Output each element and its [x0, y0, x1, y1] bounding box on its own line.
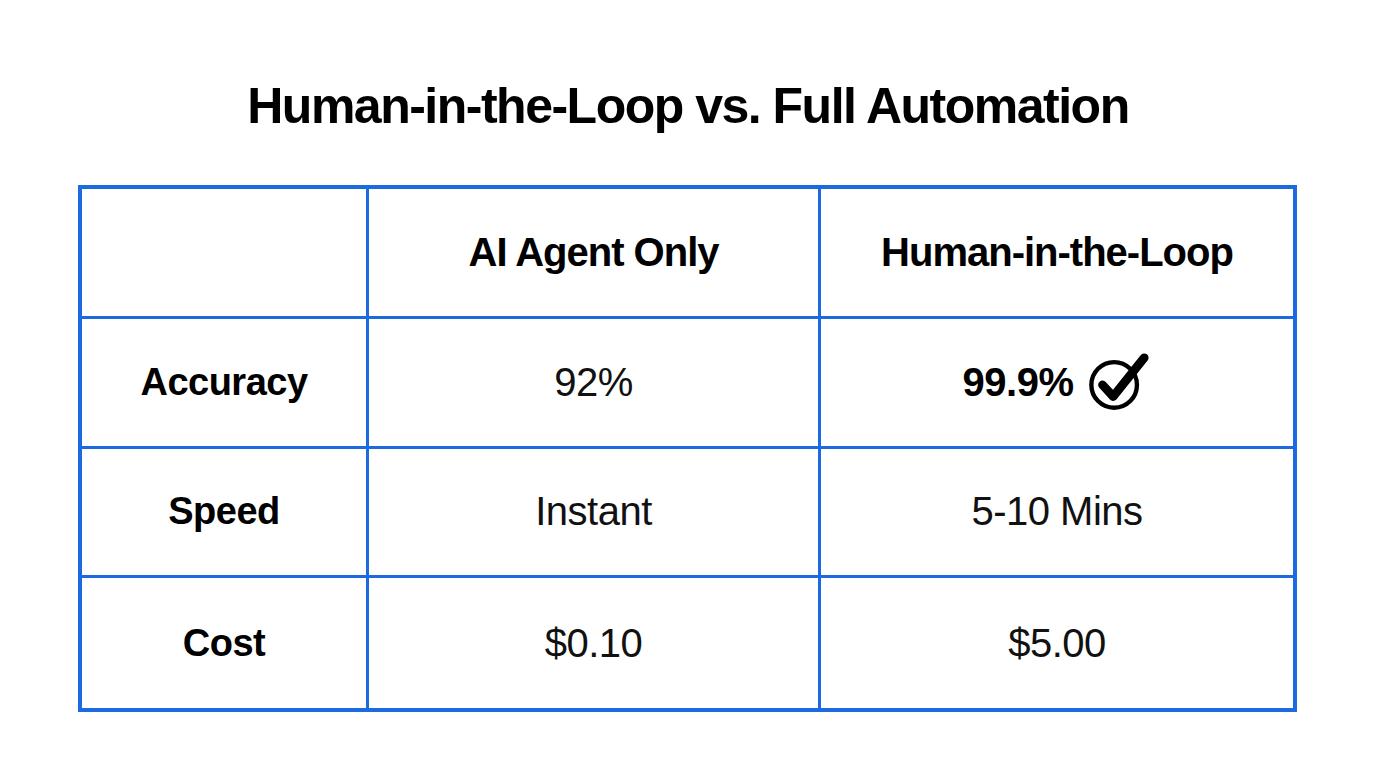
- header-cell-human-in-the-loop: Human-in-the-Loop: [821, 189, 1293, 319]
- check-circle-icon: [1087, 352, 1151, 412]
- cell-speed-ai: Instant: [369, 449, 821, 579]
- slide: Human-in-the-Loop vs. Full Automation AI…: [0, 0, 1376, 768]
- header-cell-ai-agent-only: AI Agent Only: [369, 189, 821, 319]
- row-label-cost: Cost: [82, 578, 369, 708]
- cell-accuracy-ai: 92%: [369, 319, 821, 449]
- cell-cost-ai: $0.10: [369, 578, 821, 708]
- header-cell-empty: [82, 189, 369, 319]
- cell-speed-hitl: 5-10 Mins: [821, 449, 1293, 579]
- page-title: Human-in-the-Loop vs. Full Automation: [0, 80, 1376, 133]
- row-label-accuracy: Accuracy: [82, 319, 369, 449]
- row-label-speed: Speed: [82, 449, 369, 579]
- cell-accuracy-hitl: 99.9%: [821, 319, 1293, 449]
- cell-cost-hitl: $5.00: [821, 578, 1293, 708]
- cell-accuracy-hitl-value: 99.9%: [963, 360, 1074, 405]
- comparison-table: AI Agent Only Human-in-the-Loop Accuracy…: [78, 185, 1297, 712]
